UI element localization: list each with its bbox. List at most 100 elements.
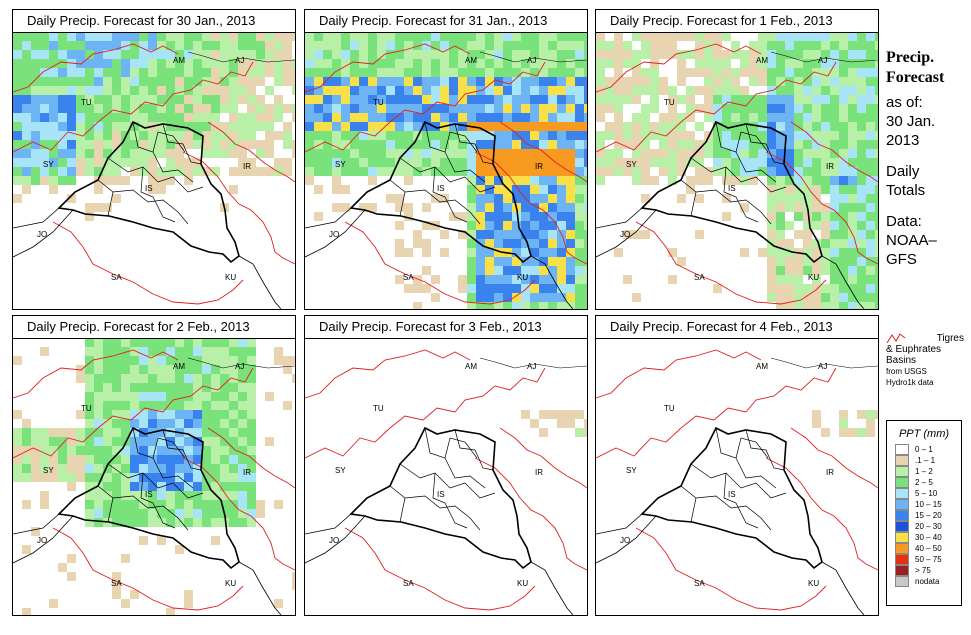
precip-cell	[794, 302, 803, 309]
precip-cell	[713, 77, 722, 86]
country-label: TU	[664, 98, 675, 107]
legend-label: 5 – 10	[915, 489, 938, 498]
country-label: JO	[37, 230, 47, 239]
precip-cell	[395, 50, 404, 59]
precip-cell	[130, 365, 139, 374]
precip-cell	[803, 140, 812, 149]
precip-cell	[323, 158, 332, 167]
precip-cell	[794, 167, 803, 176]
precip-cell	[566, 158, 575, 167]
precip-cell	[575, 302, 584, 309]
precip-cell	[148, 410, 157, 419]
precip-cell	[238, 500, 247, 509]
precip-cell	[49, 95, 58, 104]
precip-cell	[812, 122, 821, 131]
precip-cell	[512, 104, 521, 113]
precip-cell	[731, 149, 740, 158]
precip-cell	[704, 50, 713, 59]
precip-cell	[548, 248, 557, 257]
precip-cell	[614, 140, 623, 149]
precip-cell	[148, 77, 157, 86]
precip-cell	[13, 149, 22, 158]
precip-cell	[614, 50, 623, 59]
precip-cell	[467, 131, 476, 140]
legend-entry: 1 – 2	[895, 466, 961, 477]
precip-cell	[76, 464, 85, 473]
precip-cell	[539, 230, 548, 239]
precip-cell	[103, 509, 112, 518]
legend-title: PPT (mm)	[898, 428, 950, 440]
precip-cell	[476, 149, 485, 158]
province-boundary	[107, 157, 204, 193]
precip-cell	[623, 50, 632, 59]
precip-cell	[386, 104, 395, 113]
precip-cell	[584, 95, 587, 104]
precip-cell	[530, 113, 539, 122]
precip-cell	[539, 122, 548, 131]
precip-cell	[632, 293, 641, 302]
precip-cell	[85, 437, 94, 446]
precip-cell	[749, 122, 758, 131]
precip-cell	[794, 293, 803, 302]
country-label: AM	[465, 56, 477, 65]
precip-cell	[776, 122, 785, 131]
precip-cell	[184, 167, 193, 176]
precip-cell	[575, 194, 584, 203]
precip-cell	[476, 95, 485, 104]
precip-cell	[812, 86, 821, 95]
precip-cell	[184, 347, 193, 356]
precip-cell	[305, 32, 314, 41]
precip-cell	[238, 167, 247, 176]
precip-cell	[530, 257, 539, 266]
precip-cell	[166, 608, 175, 615]
precip-cell	[22, 176, 31, 185]
precip-cell	[575, 95, 584, 104]
precip-cell	[521, 248, 530, 257]
precip-cell	[749, 77, 758, 86]
precip-cell	[548, 140, 557, 149]
precip-cell	[292, 140, 295, 149]
precip-cell	[704, 140, 713, 149]
precip-cell	[494, 284, 503, 293]
precip-cell	[848, 248, 857, 257]
precip-cell	[512, 221, 521, 230]
precip-cell	[58, 95, 67, 104]
precip-cell	[566, 50, 575, 59]
precip-cell	[557, 194, 566, 203]
country-label: TU	[373, 98, 384, 107]
precip-cell	[40, 347, 49, 356]
precip-cell	[422, 221, 431, 230]
precip-cell	[112, 464, 121, 473]
precip-cell	[875, 293, 878, 302]
precip-cell	[575, 428, 584, 437]
precip-cell	[485, 122, 494, 131]
precip-cell	[49, 68, 58, 77]
precip-cell	[641, 68, 650, 77]
precip-cell	[803, 257, 812, 266]
precip-cell	[794, 104, 803, 113]
precip-cell	[13, 104, 22, 113]
precip-cell	[731, 50, 740, 59]
precip-cell	[85, 518, 94, 527]
precip-cell	[458, 158, 467, 167]
precip-cell	[704, 68, 713, 77]
precip-cell	[557, 41, 566, 50]
precip-cell	[350, 104, 359, 113]
precip-cell	[503, 104, 512, 113]
province-boundary	[162, 123, 202, 165]
precip-cell	[548, 230, 557, 239]
precip-cell	[695, 32, 704, 41]
precip-cell	[193, 482, 202, 491]
precip-cell	[875, 257, 878, 266]
precip-cell	[503, 59, 512, 68]
precip-cell	[139, 347, 148, 356]
precip-cell	[494, 104, 503, 113]
precip-cell	[575, 86, 584, 95]
precip-cell	[641, 158, 650, 167]
precip-cell	[377, 50, 386, 59]
precip-cell	[193, 59, 202, 68]
precip-cell	[494, 194, 503, 203]
precip-cell	[404, 149, 413, 158]
precip-cell	[566, 284, 575, 293]
precip-cell	[139, 464, 148, 473]
